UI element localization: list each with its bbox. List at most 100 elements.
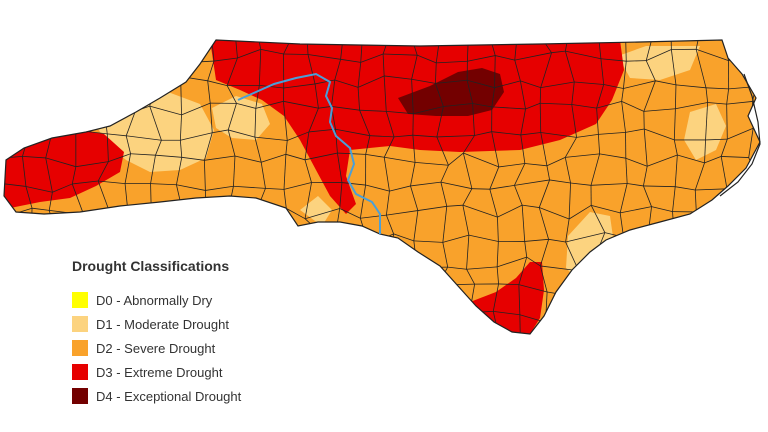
county-border-segment (494, 80, 521, 89)
county-border-segment (643, 185, 676, 188)
county-border-segment (680, 292, 697, 294)
county-border-segment (570, 285, 594, 297)
county-border-segment (45, 231, 56, 260)
county-border-segment (575, 320, 592, 323)
county-border-segment (6, 234, 32, 241)
county-border-segment (624, 335, 656, 348)
county-border-segment (644, 293, 655, 310)
county-border-segment (704, 139, 706, 163)
county-border-segment (695, 188, 728, 191)
county-border-segment (538, 179, 550, 208)
county-border-segment (491, 131, 500, 168)
county-border-segment (210, 25, 234, 30)
county-border-segment (648, 232, 675, 235)
county-border-segment (626, 60, 647, 62)
county-border-segment (680, 308, 702, 314)
county-border-segment (721, 156, 749, 158)
county-border-segment (654, 26, 671, 32)
county-border-segment (594, 257, 629, 262)
county-border-segment (540, 52, 552, 88)
county-border-segment (337, 152, 343, 183)
county-border-segment (654, 292, 681, 295)
county-border-segment (383, 157, 390, 192)
county-border-segment (670, 258, 707, 261)
county-border-segment (412, 135, 416, 163)
county-border-segment (436, 135, 475, 138)
county-border-segment (283, 53, 309, 55)
county-border-segment (726, 104, 728, 140)
county-border-segment (446, 204, 463, 207)
county-border-segment (385, 214, 395, 235)
county-border-segment (721, 212, 757, 216)
county-border-segment (571, 81, 575, 105)
county-border-segment (45, 78, 75, 81)
county-border-segment (669, 234, 675, 261)
county-border-segment (0, 26, 21, 30)
county-border-segment (334, 313, 344, 334)
county-border-segment (674, 84, 677, 109)
county-border-segment (675, 186, 696, 191)
county-border-segment (674, 232, 699, 235)
county-border-segment (226, 85, 237, 104)
county-border-segment (383, 288, 389, 320)
county-border-segment (564, 137, 577, 158)
county-border-segment (591, 311, 631, 322)
county-border-segment (285, 140, 288, 155)
county-border-segment (411, 78, 436, 84)
county-border-segment (126, 40, 134, 51)
county-border-segment (125, 135, 131, 154)
county-border-segment (728, 50, 759, 62)
county-border-segment (491, 87, 495, 107)
county-border-segment (386, 210, 418, 216)
county-border-segment (436, 345, 471, 347)
county-border-segment (255, 24, 292, 37)
county-border-segment (627, 183, 644, 187)
county-border-segment (155, 154, 182, 158)
county-border-segment (518, 284, 548, 293)
county-border-segment (209, 103, 213, 133)
county-border-segment (234, 40, 238, 59)
county-border-segment (416, 267, 419, 296)
county-border-segment (625, 128, 645, 133)
county-border-segment (493, 311, 520, 316)
county-border-segment (675, 84, 707, 89)
county-border-segment (384, 314, 423, 321)
county-border-segment (394, 134, 413, 138)
county-border-segment (207, 80, 228, 86)
county-border-segment (21, 26, 52, 30)
county-border-segment (338, 283, 344, 314)
county-border-segment (466, 235, 470, 270)
county-border-segment (0, 290, 2, 322)
county-border-segment (651, 206, 673, 213)
county-border-segment (466, 80, 474, 104)
county-border-segment (469, 28, 489, 34)
county-border-segment (107, 133, 127, 137)
legend-swatch-d0 (72, 292, 88, 308)
county-border-segment (31, 207, 50, 211)
county-border-segment (4, 283, 29, 291)
county-border-segment (705, 138, 728, 141)
county-border-segment (255, 40, 262, 50)
county-border-segment (181, 102, 211, 116)
county-border-segment (127, 216, 132, 242)
county-border-segment (514, 163, 526, 186)
county-border-segment (254, 108, 257, 138)
county-border-segment (22, 55, 26, 82)
county-border-segment (647, 154, 678, 167)
county-border-segment (100, 52, 109, 78)
county-border-segment (0, 322, 2, 344)
county-border-segment (254, 137, 262, 163)
county-border-segment (705, 258, 723, 270)
county-border-segment (210, 234, 239, 237)
county-border-segment (568, 182, 571, 219)
county-border-segment (359, 184, 367, 219)
county-border-segment (412, 134, 437, 138)
moderate-drought-east-region (684, 104, 726, 160)
county-border-segment (593, 285, 625, 290)
county-border-segment (591, 285, 594, 321)
county-border-segment (261, 153, 287, 163)
county-border-segment (359, 109, 387, 112)
county-border-segment (21, 284, 29, 320)
county-border-segment (233, 185, 266, 189)
